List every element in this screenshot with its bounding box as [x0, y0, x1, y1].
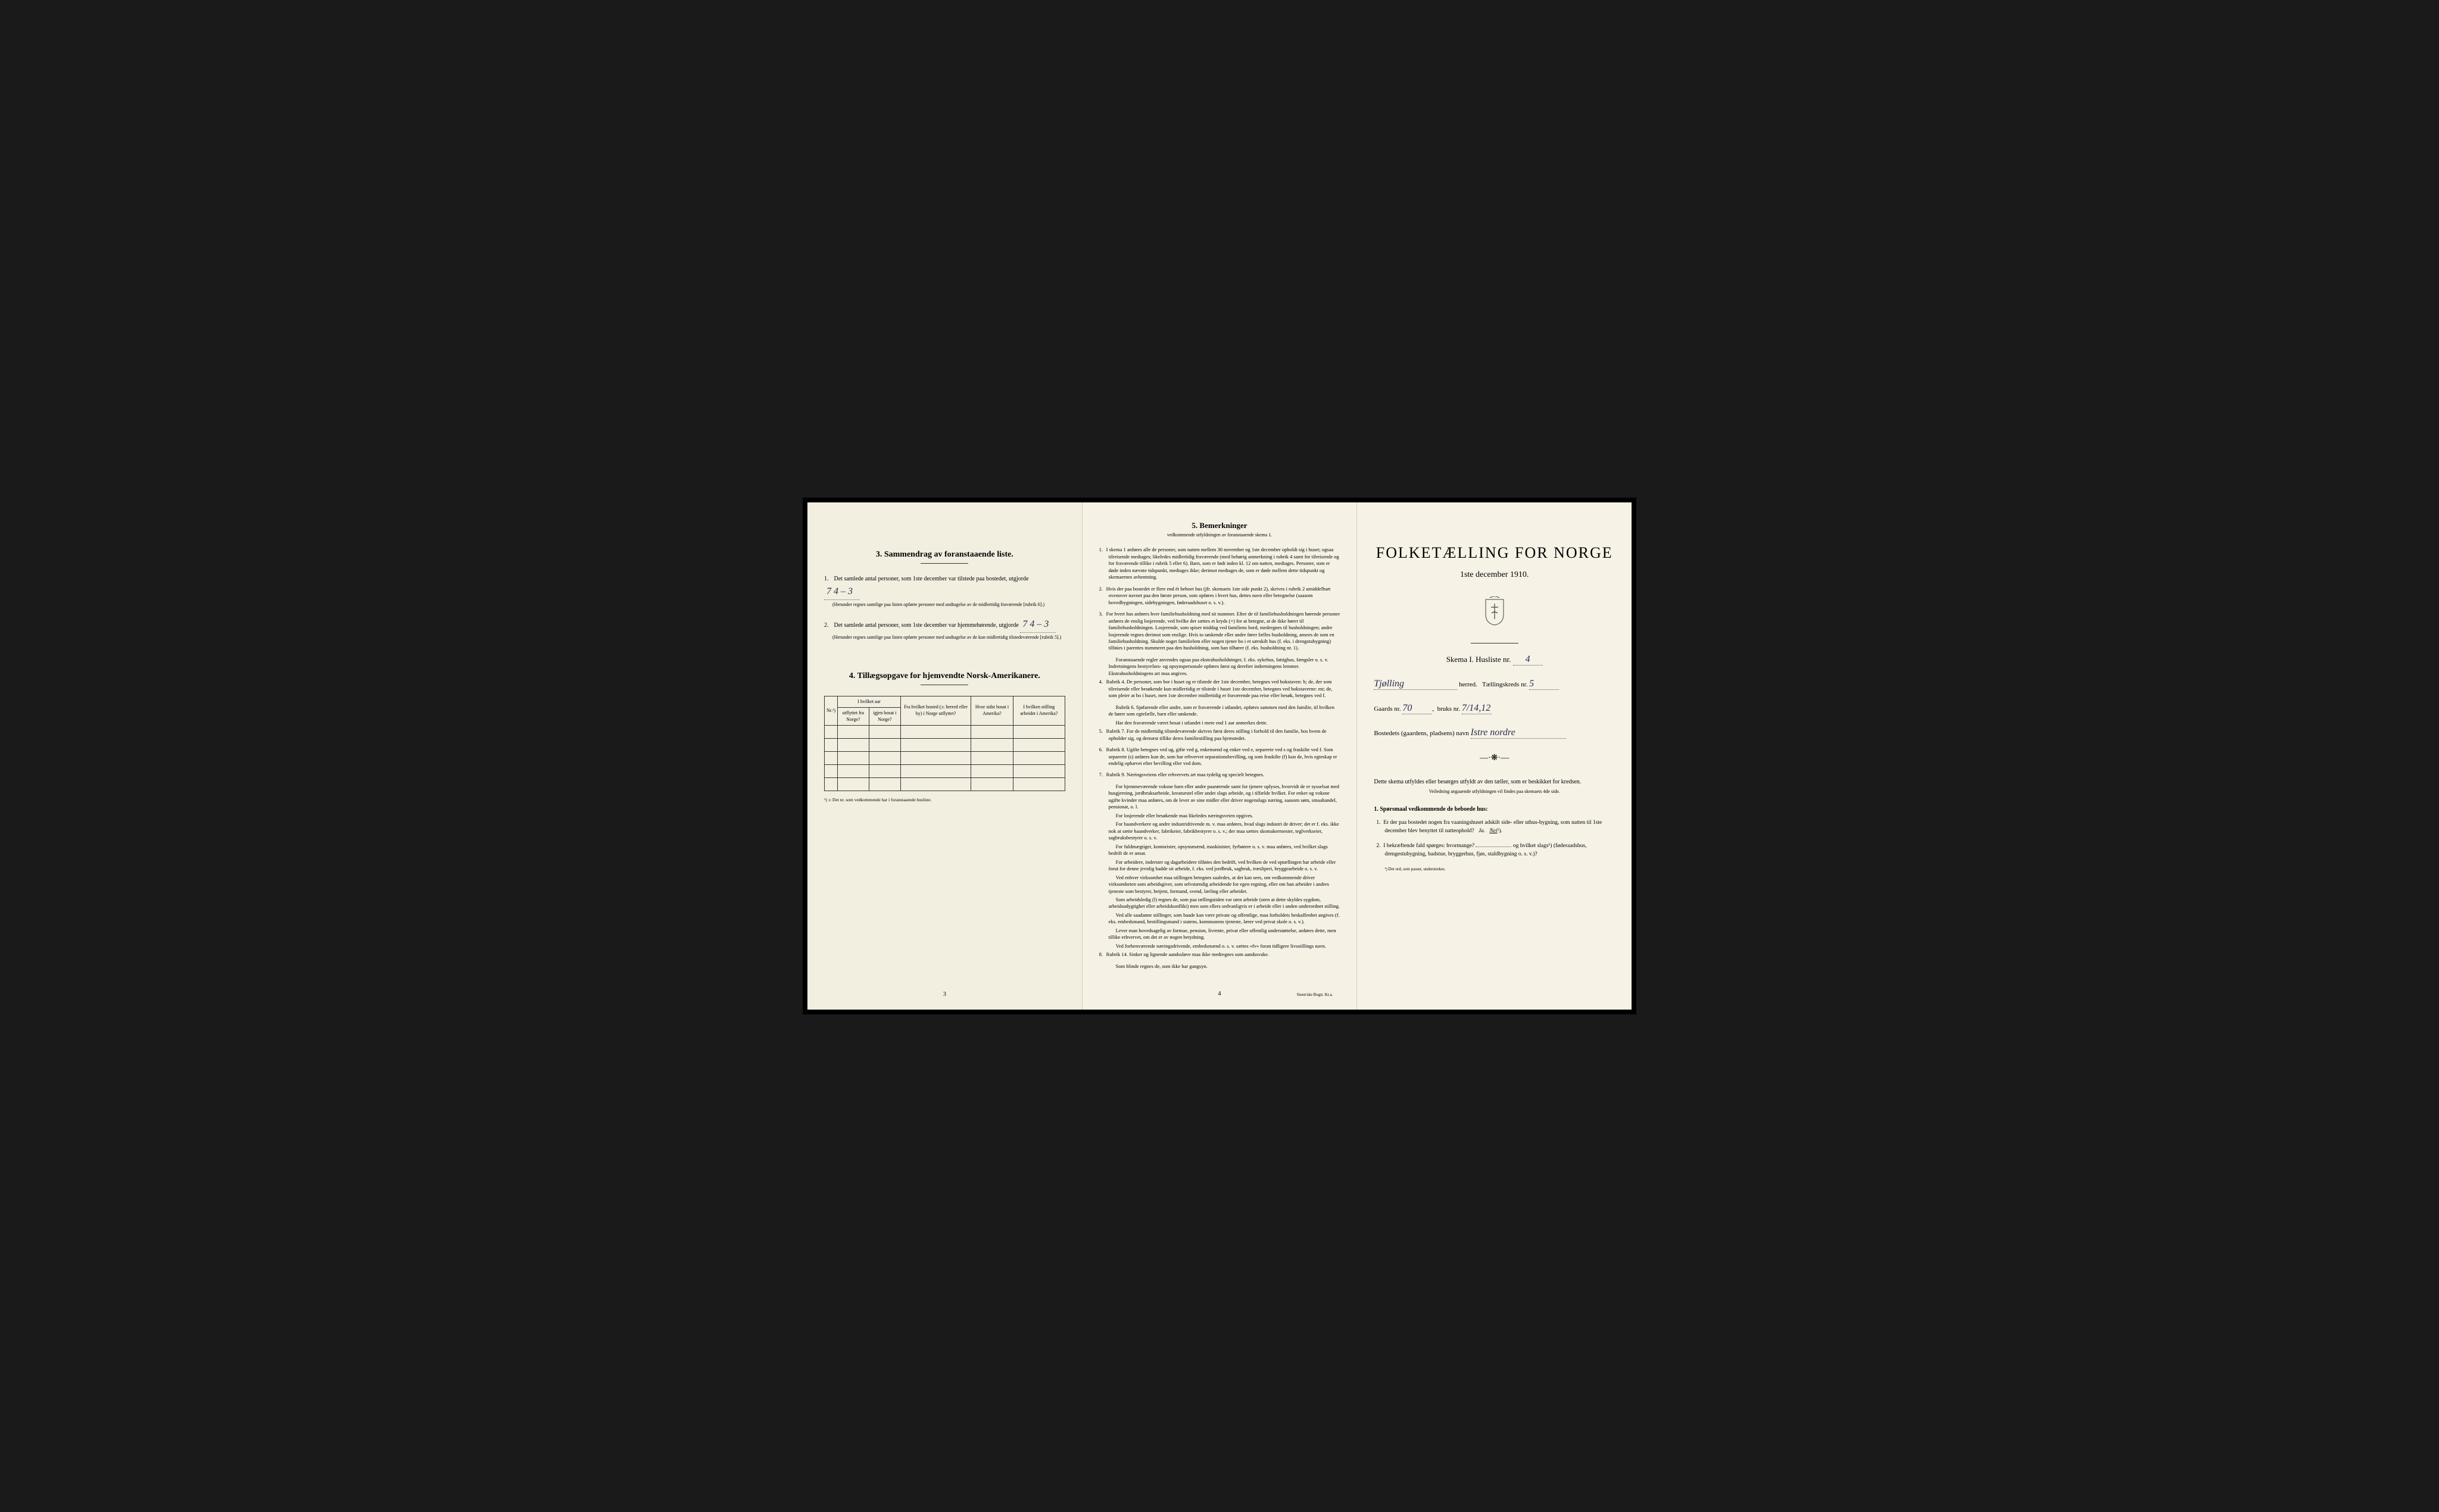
bosted-value: Istre nordre	[1471, 727, 1566, 739]
section-5-subtitle: vedkommende utfyldningen av foranstaaend…	[1099, 532, 1340, 539]
gaard-nr: 70	[1402, 703, 1432, 714]
remark-4-extra2: Har den fraværende været bosat i utlande…	[1099, 720, 1340, 726]
bosted-row: Bostedets (gaardens, pladsens) navn Istr…	[1374, 727, 1615, 739]
page-number: 4	[1218, 990, 1221, 998]
remark-7-p4: For fuldmægtiger, kontorister, opsynsmæn…	[1099, 844, 1340, 857]
page-3: 3. Sammendrag av foranstaaende liste. 1.…	[807, 502, 1083, 1010]
page-1-cover: FOLKETÆLLING FOR NORGE 1ste december 191…	[1357, 502, 1632, 1010]
remark-1: 1.I skema 1 anføres alle de personer, so…	[1099, 546, 1340, 580]
table-row	[825, 751, 1065, 764]
item-number: 2.	[824, 621, 832, 630]
amerikanere-table: Nr.¹) I hvilket aar Fra hvilket bosted (…	[824, 696, 1065, 791]
section-4: 4. Tillægsopgave for hjemvendte Norsk-Am…	[824, 671, 1065, 802]
item-1-text: Det samlede antal personer, som 1ste dec…	[834, 576, 1029, 582]
col-bosted: Fra hvilket bosted (ɔ: herred eller by) …	[900, 696, 971, 725]
remark-7-p10: Ved forhenværende næringsdrivende, embed…	[1099, 943, 1340, 949]
col-stilling: I hvilken stilling arbeidet i Amerika?	[1013, 696, 1065, 725]
table-row	[825, 777, 1065, 791]
remark-7-p1: For hjemmeværende voksne barn eller andr…	[1099, 783, 1340, 811]
gaard-row: Gaards nr. 70, bruks nr. 7/14,12	[1374, 703, 1615, 714]
answer-nei: Nei	[1489, 828, 1497, 834]
remark-7-p2: For losjerende eller besøkende maa likel…	[1099, 813, 1340, 819]
table-row	[825, 738, 1065, 751]
remark-7: 7.Rubrik 9. Næringsveiens eller erhverve…	[1099, 771, 1340, 778]
printer-mark: Steen'ske Bogtr. Kr.a.	[1297, 992, 1333, 998]
question-2: 2. I bekræftende fald spørges: hvormange…	[1384, 842, 1615, 859]
question-heading: 1. Spørsmaal vedkommende de beboede hus:	[1374, 806, 1615, 813]
item-number: 1.	[824, 574, 832, 584]
remark-5: 5.Rubrik 7. For de midlertidig tilstedev…	[1099, 728, 1340, 742]
col-utflyttet: utflyttet fra Norge?	[838, 708, 869, 726]
item-2-text: Det samlede antal personer, som 1ste dec…	[834, 622, 1019, 629]
divider	[921, 563, 968, 564]
coat-of-arms-icon	[1483, 596, 1507, 626]
remark-7-p9: Lever man hovedsagelig av formue, pensio…	[1099, 927, 1340, 941]
census-document: 3. Sammendrag av foranstaaende liste. 1.…	[803, 498, 1636, 1014]
col-amerika: Hvor sidst bosat i Amerika?	[971, 696, 1013, 725]
footnote: ¹) Det ord, som passer, understrekes.	[1384, 867, 1615, 871]
remark-6: 6.Rubrik 8. Ugifte betegnes ved ug, gift…	[1099, 746, 1340, 767]
remark-7-p5: For arbeidere, inderster og dagarbeidere…	[1099, 859, 1340, 873]
item-1-note: (Herunder regnes samtlige paa listen opf…	[832, 601, 1065, 609]
remark-7-p8: Ved alle saadanne stillinger, som baade …	[1099, 912, 1340, 926]
col-igjen: igjen bosat i Norge?	[869, 708, 900, 726]
remark-4: 4.Rubrik 4. De personer, som bor i huset…	[1099, 679, 1340, 699]
ornament-icon: ―·❋·―	[1374, 753, 1615, 763]
main-title: FOLKETÆLLING FOR NORGE	[1374, 544, 1615, 562]
herred-row: Tjølling herred. Tællingskreds nr. 5	[1374, 679, 1615, 690]
section-5-title: 5. Bemerkninger	[1099, 520, 1340, 531]
herred-value: Tjølling	[1374, 679, 1457, 690]
remark-8: 8.Rubrik 14. Sinker og lignende aandsslø…	[1099, 951, 1340, 958]
kreds-nr: 5	[1529, 679, 1559, 690]
item-2: 2. Det samlede antal personer, som 1ste …	[824, 617, 1065, 641]
col-aar-group: I hvilket aar	[838, 696, 901, 707]
skema-line: Skema I. Husliste nr. 4	[1374, 654, 1615, 666]
remark-7-p7: Som arbeidsledig (l) regnes de, som paa …	[1099, 896, 1340, 910]
remark-3-extra: Foranstaaende regler anvendes ogsaa paa …	[1099, 657, 1340, 677]
section-3-title: 3. Sammendrag av foranstaaende liste.	[824, 550, 1065, 560]
remark-7-p6: Ved enhver virksomhet maa stillingen bet…	[1099, 874, 1340, 895]
table-row	[825, 725, 1065, 738]
remark-7-p3: For haandverkere og andre industridriven…	[1099, 821, 1340, 841]
remark-4-extra1: Rubrik 6. Sjøfarende eller andre, som er…	[1099, 704, 1340, 718]
item-1-value: 7 4 – 3	[824, 584, 860, 600]
col-nr: Nr.¹)	[825, 696, 838, 725]
question-1: 1. Er der paa bostedet nogen fra vaaning…	[1384, 819, 1615, 836]
page-number: 3	[943, 991, 946, 998]
remark-8-extra: Som blinde regnes de, som ikke har gangs…	[1099, 963, 1340, 970]
husliste-nr: 4	[1513, 654, 1543, 666]
section-4-title: 4. Tillægsopgave for hjemvendte Norsk-Am…	[824, 671, 1065, 681]
page-4: 5. Bemerkninger vedkommende utfyldningen…	[1083, 502, 1358, 1010]
item-2-value: 7 4 – 3	[1020, 617, 1056, 633]
instructions-sub: Veiledning angaaende utfyldningen vil fi…	[1374, 789, 1615, 794]
table-row	[825, 764, 1065, 777]
instructions: Dette skema utfyldes eller besørges utfy…	[1374, 777, 1615, 786]
bruk-nr: 7/14,12	[1462, 703, 1492, 714]
remark-3: 3.For hvert hus anføres hver familiehush…	[1099, 611, 1340, 652]
answer-ja: Ja.	[1479, 828, 1485, 834]
item-2-note: (Herunder regnes samtlige paa listen opf…	[832, 634, 1065, 642]
census-date: 1ste december 1910.	[1374, 570, 1615, 580]
remark-2: 2.Hvis der paa bostedet er flere end ét …	[1099, 586, 1340, 606]
table-footnote: ¹) ɔ: Det nr. som vedkommende har i fora…	[824, 797, 1065, 802]
item-1: 1. Det samlede antal personer, som 1ste …	[824, 574, 1065, 608]
